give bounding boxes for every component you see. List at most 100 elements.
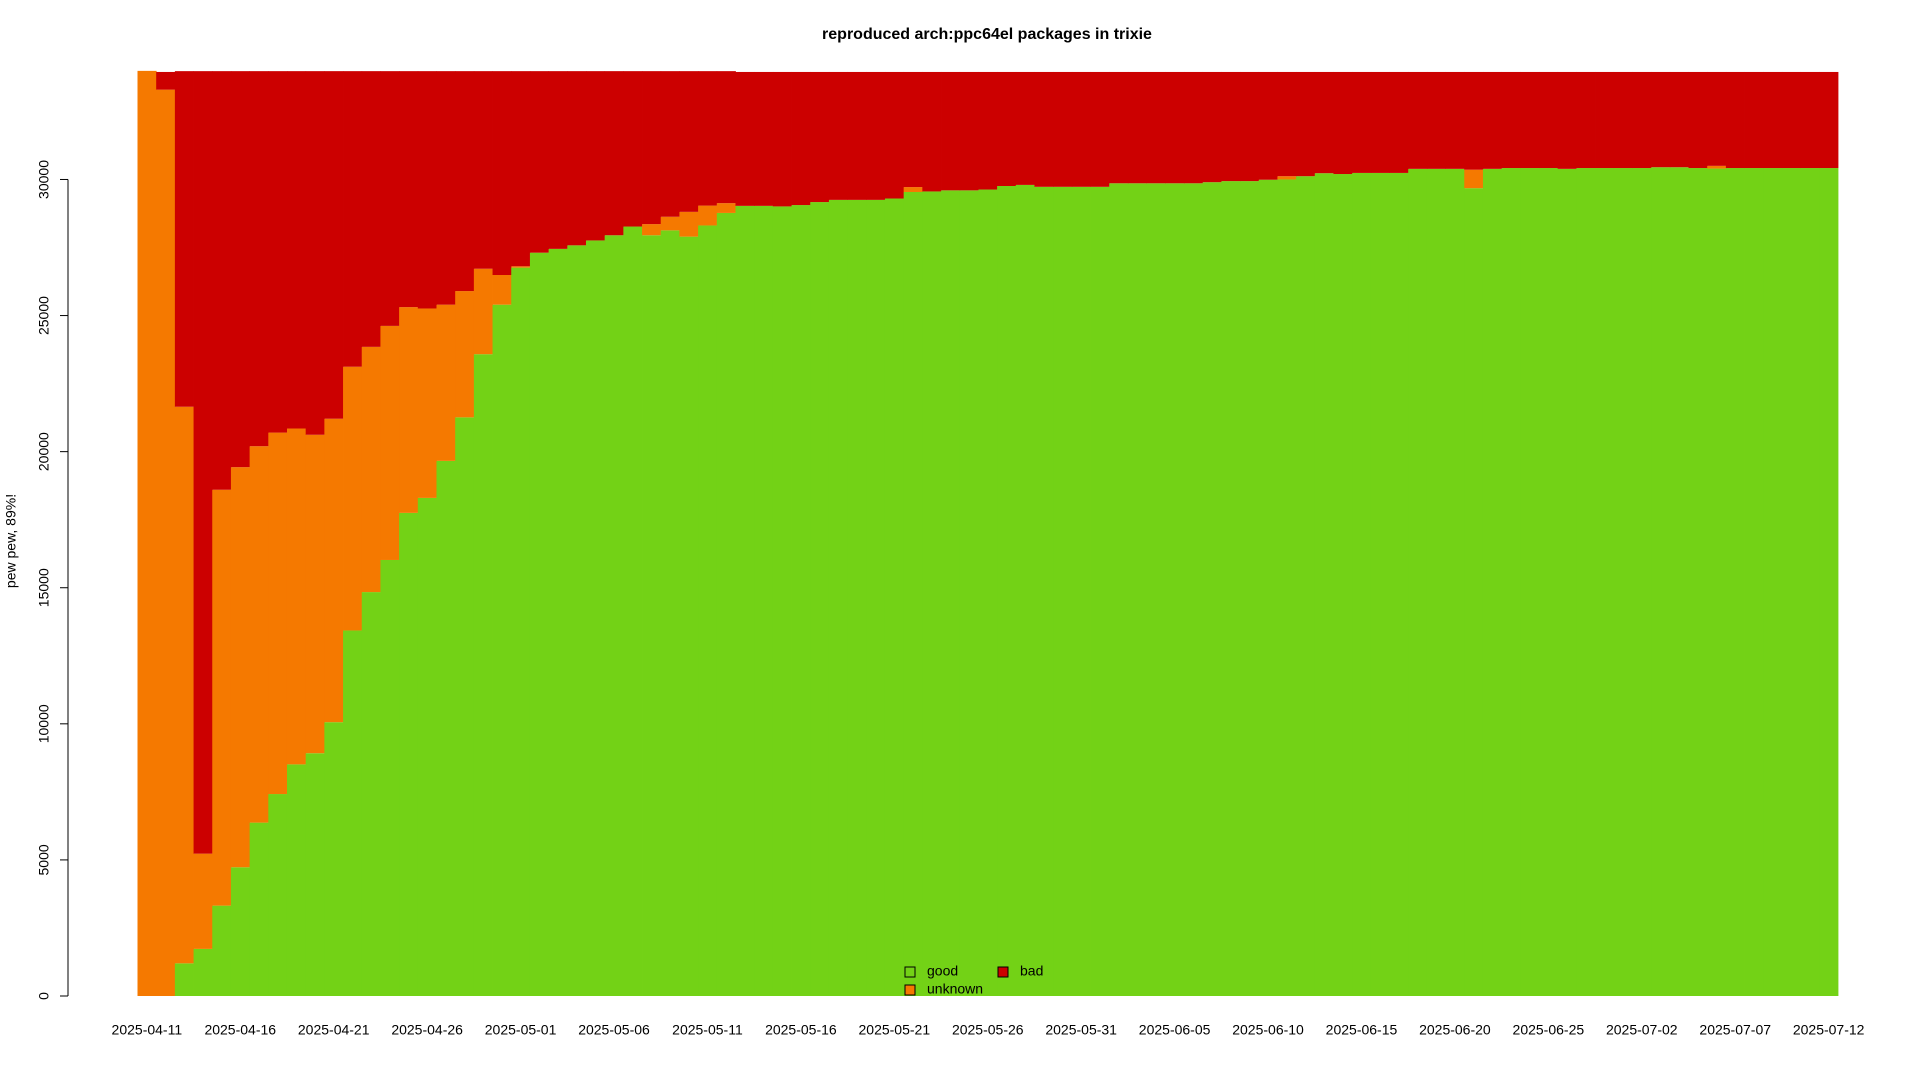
bar-segment	[1370, 71, 1390, 173]
bar-segment	[1202, 71, 1222, 183]
bar-segment	[137, 70, 157, 996]
bar-segment	[660, 216, 680, 231]
bar-segment	[1651, 71, 1671, 168]
bar-segment	[623, 71, 643, 227]
bar-segment	[473, 71, 493, 269]
bar-segment	[286, 764, 307, 996]
bar-segment	[1576, 168, 1596, 996]
bar-segment	[810, 202, 830, 997]
bar-segment	[716, 212, 736, 996]
bar-segment	[1277, 179, 1297, 996]
bar-segment	[511, 267, 531, 996]
x-tick-label: 2025-05-11	[672, 1022, 743, 1038]
bar-segment	[941, 190, 961, 996]
bar-segment	[324, 722, 344, 996]
bar-segment	[529, 252, 550, 997]
bar-segment	[1258, 179, 1278, 996]
bar-segment	[1707, 165, 1727, 169]
bar-segment	[492, 275, 512, 305]
bar-segment	[735, 205, 755, 996]
bar-segment	[511, 71, 531, 267]
bar-segment	[417, 308, 437, 498]
y-tick-label: 20000	[36, 432, 52, 471]
bar-segment	[847, 199, 867, 997]
bar-segment	[1352, 71, 1372, 173]
bar-segment	[1613, 168, 1633, 996]
bar-segment	[997, 71, 1017, 187]
bar-segment	[1819, 71, 1839, 169]
bar-segment	[1015, 184, 1035, 996]
x-tick-label: 2025-06-15	[1326, 1022, 1398, 1038]
bar-segment	[660, 230, 680, 997]
bar-segment	[1445, 168, 1465, 996]
chart-title: reproduced arch:ppc64el packages in trix…	[822, 26, 1152, 43]
x-tick-label: 2025-07-02	[1606, 1022, 1678, 1038]
bar-segment	[399, 71, 419, 308]
bar-segment	[511, 266, 531, 268]
y-tick-label: 15000	[36, 568, 52, 607]
x-tick-label: 2025-06-05	[1139, 1022, 1211, 1038]
x-tick-label: 2025-05-21	[859, 1022, 931, 1038]
bar-segment	[343, 71, 363, 367]
bar-segment	[193, 853, 213, 949]
bar-segment	[1183, 183, 1204, 996]
x-tick-label: 2025-05-31	[1045, 1022, 1117, 1038]
bar-segment	[903, 71, 923, 188]
bar-segment	[436, 71, 456, 305]
bar-segment	[585, 71, 606, 241]
bar-segment	[1090, 186, 1110, 997]
bar-segment	[642, 224, 662, 236]
bars	[137, 70, 1839, 997]
bar-segment	[922, 191, 942, 996]
bar-segment	[1165, 71, 1185, 184]
bar-segment	[1277, 176, 1297, 180]
bar-segment	[1127, 183, 1147, 996]
bar-segment	[1202, 182, 1222, 996]
x-tick-label: 2025-04-11	[112, 1022, 183, 1038]
bar-segment	[1240, 181, 1260, 997]
bar-segment	[249, 71, 269, 447]
y-axis-label: pew pew, 89%!	[3, 494, 19, 588]
y-tick-label: 10000	[36, 704, 52, 743]
bar-segment	[978, 189, 998, 996]
bar-segment	[1725, 168, 1745, 996]
bar-segment	[810, 71, 830, 203]
bar-segment	[1370, 172, 1390, 996]
bar-segment	[548, 248, 568, 996]
legend-swatch	[904, 966, 916, 978]
bar-segment	[679, 211, 699, 237]
bar-segment	[361, 592, 381, 996]
bar-segment	[828, 71, 848, 200]
x-tick-label: 2025-06-10	[1232, 1022, 1304, 1038]
bar-segment	[642, 235, 662, 996]
bar-segment	[492, 71, 512, 276]
bar-segment	[1464, 71, 1484, 170]
bar-segment	[174, 406, 194, 964]
bar-segment	[174, 963, 194, 996]
bar-segment	[436, 304, 456, 461]
bar-segment	[1221, 181, 1241, 997]
bar-segment	[286, 428, 307, 765]
bar-segment	[1539, 168, 1559, 996]
bar-segment	[380, 71, 400, 326]
bar-segment	[193, 948, 213, 996]
bar-segment	[1482, 168, 1503, 996]
bar-segment	[492, 304, 512, 996]
bar-segment	[1165, 183, 1185, 996]
bar-segment	[866, 71, 886, 200]
bar-segment	[1146, 71, 1166, 184]
bar-segment	[286, 71, 307, 429]
bar-segment	[1520, 71, 1540, 169]
bar-segment	[1781, 71, 1802, 169]
bar-segment	[1557, 168, 1577, 996]
bar-segment	[529, 71, 550, 253]
bar-segment	[716, 71, 736, 204]
bar-segment	[193, 71, 213, 854]
bar-segment	[884, 71, 905, 199]
y-tick-label: 30000	[36, 160, 52, 199]
x-tick-label: 2025-04-21	[298, 1022, 370, 1038]
bar-segment	[1669, 167, 1689, 996]
bar-segment	[1725, 71, 1745, 169]
x-tick-label: 2025-05-26	[952, 1022, 1024, 1038]
x-tick-label: 2025-05-06	[578, 1022, 650, 1038]
